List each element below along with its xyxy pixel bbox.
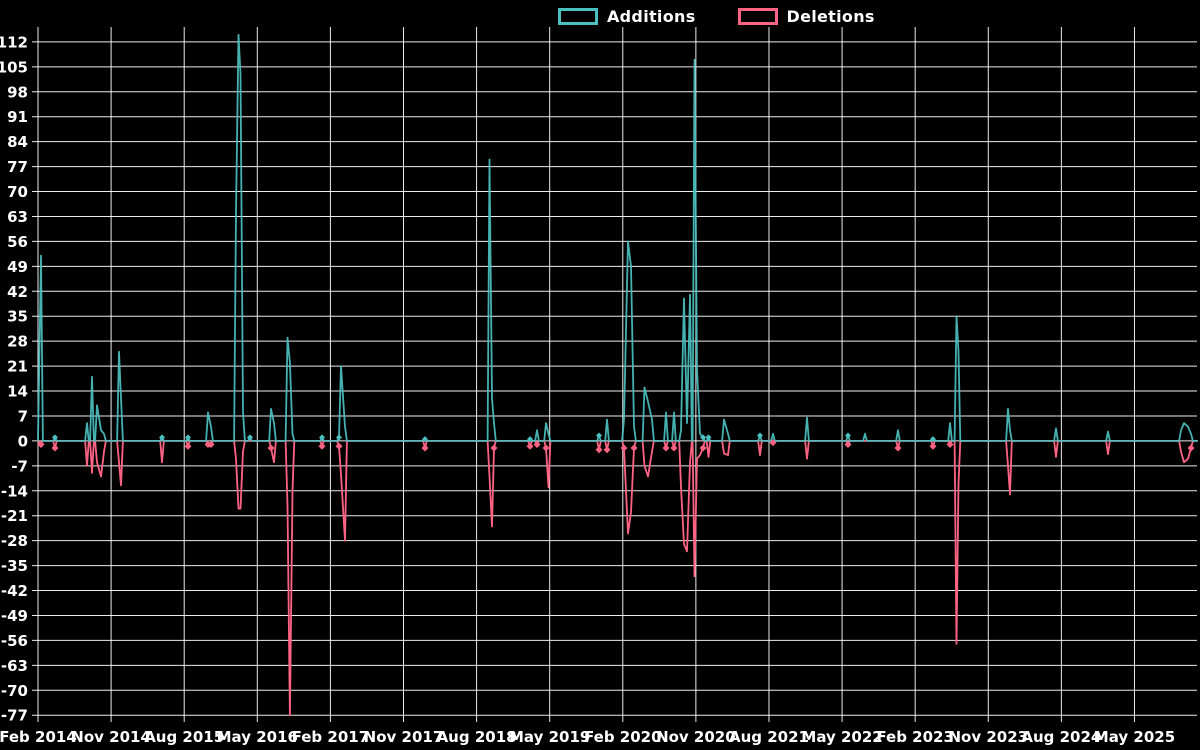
x-tick-label: Aug 2021 bbox=[729, 728, 809, 746]
deletions-point-marker bbox=[603, 446, 611, 454]
y-tick-label: 28 bbox=[7, 333, 28, 351]
deletions-point-marker bbox=[207, 440, 215, 448]
deletions-line bbox=[37, 440, 1198, 717]
x-tick-label: Feb 2023 bbox=[876, 728, 954, 746]
y-tick-label: 98 bbox=[7, 83, 28, 101]
additions-point-marker bbox=[756, 432, 763, 439]
legend-item-deletions[interactable]: Deletions bbox=[737, 7, 875, 26]
deletions-point-marker bbox=[490, 444, 498, 452]
x-tick-label: Aug 2018 bbox=[437, 728, 517, 746]
y-tick-label: -70 bbox=[1, 682, 28, 700]
deletions-legend-label: Deletions bbox=[786, 7, 875, 26]
y-tick-label: 84 bbox=[7, 133, 28, 151]
chart-legend: Additions Deletions bbox=[558, 8, 875, 25]
deletions-point-marker bbox=[699, 444, 707, 452]
deletions-point-marker bbox=[769, 439, 777, 447]
x-tick-label: Nov 2020 bbox=[656, 728, 736, 746]
y-tick-label: 21 bbox=[7, 358, 28, 376]
deletions-point-marker bbox=[946, 440, 954, 448]
legend-item-additions[interactable]: Additions bbox=[558, 8, 696, 25]
additions-point-marker bbox=[705, 434, 712, 441]
y-tick-label: 63 bbox=[7, 208, 28, 226]
x-tick-label: Aug 2024 bbox=[1021, 728, 1101, 746]
y-tick-label: 91 bbox=[7, 108, 28, 126]
x-tick-label: Feb 2020 bbox=[584, 728, 662, 746]
deletions-point-marker bbox=[542, 444, 550, 452]
deletions-point-marker bbox=[267, 444, 275, 452]
y-tick-label: -35 bbox=[1, 557, 28, 575]
y-tick-label: -21 bbox=[1, 507, 28, 525]
additions-legend-swatch bbox=[558, 8, 598, 25]
x-tick-label: Feb 2017 bbox=[292, 728, 370, 746]
additions-point-marker bbox=[422, 436, 429, 443]
deletions-point-marker bbox=[318, 442, 326, 450]
y-tick-label: -28 bbox=[1, 532, 28, 550]
additions-point-marker bbox=[845, 432, 852, 439]
deletions-point-marker bbox=[1187, 444, 1195, 452]
x-tick-label: Aug 2015 bbox=[144, 728, 224, 746]
y-tick-label: -49 bbox=[1, 607, 28, 625]
additions-point-marker bbox=[159, 434, 166, 441]
x-tick-label: May 2025 bbox=[1094, 728, 1175, 746]
deletions-legend-swatch bbox=[737, 8, 778, 25]
additions-point-marker bbox=[246, 434, 253, 441]
x-tick-label: Nov 2023 bbox=[948, 728, 1028, 746]
deletions-point-marker bbox=[620, 444, 628, 452]
y-tick-label: 77 bbox=[7, 158, 28, 176]
x-tick-label: Nov 2014 bbox=[71, 728, 151, 746]
additions-point-marker bbox=[595, 432, 602, 439]
y-tick-label: -7 bbox=[11, 457, 28, 475]
y-tick-label: 42 bbox=[7, 283, 28, 301]
y-tick-label: -42 bbox=[1, 582, 28, 600]
y-tick-label: 35 bbox=[7, 308, 28, 326]
y-tick-label: -14 bbox=[1, 482, 28, 500]
y-tick-label: 0 bbox=[18, 432, 28, 450]
additions-line bbox=[37, 33, 1198, 442]
deletions-point-marker bbox=[533, 440, 541, 448]
y-tick-label: 105 bbox=[0, 58, 28, 76]
y-tick-label: 70 bbox=[7, 183, 28, 201]
x-tick-label: May 2022 bbox=[801, 728, 882, 746]
additions-point-marker bbox=[929, 436, 936, 443]
y-tick-label: 14 bbox=[7, 383, 28, 401]
y-tick-label: 112 bbox=[0, 33, 28, 51]
additions-point-marker bbox=[51, 434, 58, 441]
deletions-point-marker bbox=[929, 442, 937, 450]
x-tick-label: Feb 2014 bbox=[0, 728, 77, 746]
deletions-point-marker bbox=[526, 442, 534, 450]
y-tick-label: 49 bbox=[7, 258, 28, 276]
deletions-point-marker bbox=[630, 444, 638, 452]
additions-point-marker bbox=[185, 434, 192, 441]
deletions-point-marker bbox=[37, 440, 45, 448]
additions-point-marker bbox=[527, 436, 534, 443]
y-tick-label: -77 bbox=[1, 707, 28, 725]
y-tick-label: -56 bbox=[1, 632, 28, 650]
deletions-point-marker bbox=[595, 446, 603, 454]
x-tick-label: Nov 2017 bbox=[364, 728, 444, 746]
deletions-point-marker bbox=[335, 442, 343, 450]
additions-point-marker bbox=[700, 434, 707, 441]
additions-point-marker bbox=[319, 434, 326, 441]
additions-legend-label: Additions bbox=[607, 7, 696, 26]
deletions-point-marker bbox=[844, 440, 852, 448]
x-tick-label: May 2019 bbox=[509, 728, 590, 746]
deletions-point-marker bbox=[670, 444, 678, 452]
deletions-point-marker bbox=[421, 444, 429, 452]
deletions-point-marker bbox=[894, 444, 902, 452]
x-tick-label: May 2016 bbox=[217, 728, 298, 746]
deletions-point-marker bbox=[51, 444, 59, 452]
y-tick-label: 7 bbox=[18, 407, 28, 425]
deletions-point-marker bbox=[184, 442, 192, 450]
y-tick-label: -63 bbox=[1, 657, 28, 675]
deletions-point-marker bbox=[662, 444, 670, 452]
y-tick-label: 56 bbox=[7, 233, 28, 251]
additions-point-marker bbox=[336, 434, 343, 441]
